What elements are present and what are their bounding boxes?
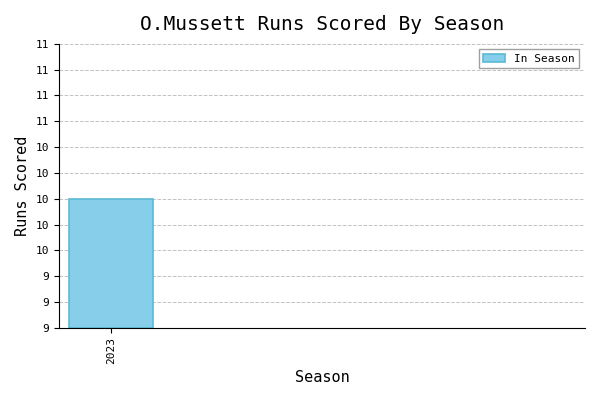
Legend: In Season: In Season	[479, 50, 580, 68]
Bar	[70, 199, 154, 328]
X-axis label: Season: Season	[295, 370, 349, 385]
Title: O.Mussett Runs Scored By Season: O.Mussett Runs Scored By Season	[140, 15, 504, 34]
Y-axis label: Runs Scored: Runs Scored	[15, 136, 30, 236]
